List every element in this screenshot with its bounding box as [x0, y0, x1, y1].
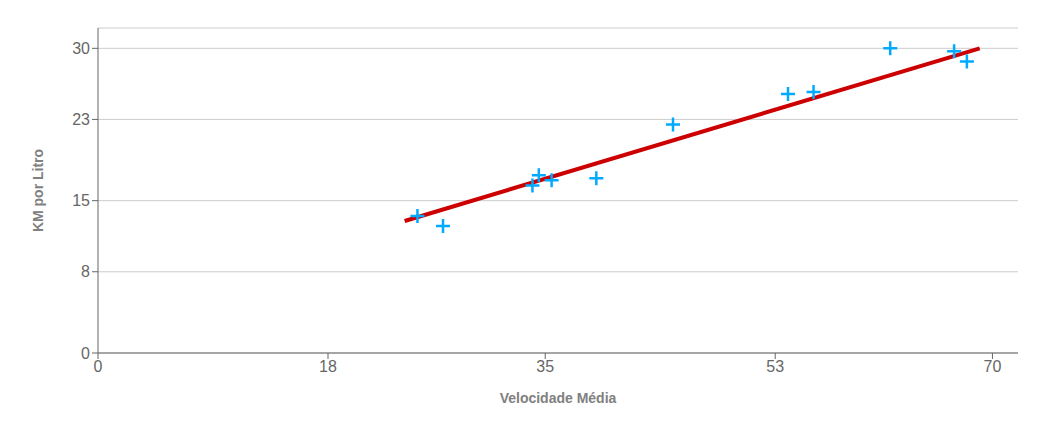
- svg-text:70: 70: [984, 358, 1002, 375]
- svg-text:18: 18: [319, 358, 337, 375]
- svg-text:35: 35: [536, 358, 554, 375]
- svg-text:KM por Litro: KM por Litro: [30, 149, 46, 232]
- svg-text:30: 30: [72, 40, 90, 57]
- svg-text:53: 53: [766, 358, 784, 375]
- svg-text:Velocidade Média: Velocidade Média: [500, 390, 617, 406]
- svg-text:15: 15: [72, 192, 90, 209]
- svg-text:8: 8: [81, 263, 90, 280]
- svg-text:23: 23: [72, 111, 90, 128]
- svg-text:0: 0: [94, 358, 103, 375]
- svg-text:0: 0: [81, 345, 90, 362]
